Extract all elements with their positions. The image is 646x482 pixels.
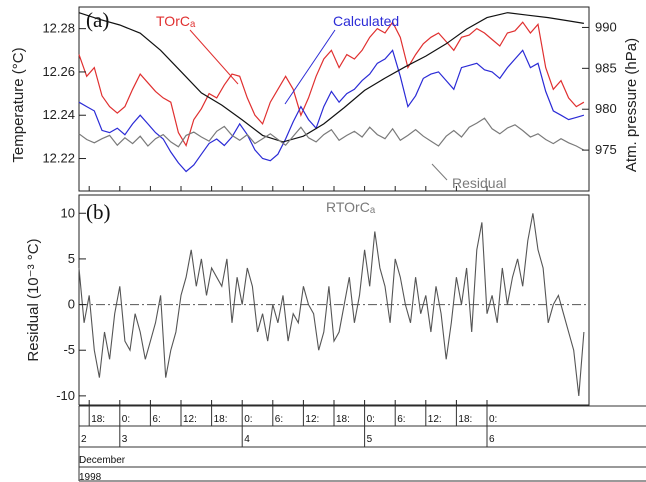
time-axis-day-labels: 2 3 4 5 6 [81, 434, 495, 445]
hour-label: 18: [336, 414, 350, 425]
panel-b-tag: (b) [86, 200, 111, 224]
annotation-calculated: Calculated [333, 13, 399, 29]
series-atm-pressure [78, 12, 584, 143]
hour-label: 0: [489, 414, 497, 425]
annotation-torc-leader [189, 29, 239, 85]
y-tick-label: 12.26 [42, 64, 75, 79]
series-rtorc [78, 213, 585, 396]
y2-tick-label: 975 [595, 142, 617, 157]
panel-b-series [78, 213, 585, 396]
y-tick-label: 0 [68, 297, 75, 312]
annotation-residual: Residual [452, 175, 506, 191]
day-label: 2 [81, 434, 87, 445]
y2-tick-label: 980 [595, 101, 617, 116]
day-label: 3 [122, 434, 128, 445]
panel-b-title: RTOrCₐ [326, 199, 376, 215]
time-axis: 18: 0: 6: 12: 18: 0: 6: 12: 18: 0: 6: 12: 18: 0: 2 3 4 5… [78, 405, 646, 482]
panel-a-ylabel: Temperature (°C) [10, 47, 27, 162]
panel-b-frame [78, 194, 590, 406]
y-tick-label: 10 [61, 205, 75, 220]
series-calculated [78, 49, 585, 173]
y-tick-label: 12.24 [42, 107, 75, 122]
panel-a-ticks: 12.22 12.24 12.26 12.28 975 980 985 990 [42, 19, 617, 191]
panel-a-frame [78, 6, 590, 192]
series-residual [78, 117, 585, 151]
hour-label: 18: [91, 414, 105, 425]
panel-a: 12.22 12.24 12.26 12.28 975 980 985 990 (a) Tem… [10, 6, 640, 192]
panel-a-y2label: Atm. pressure (hPa) [623, 38, 640, 172]
time-axis-hour-labels: 18: 0: 6: 12: 18: 0: 6: 12: 18: 0: 6: 12: 18: 0: [91, 414, 497, 425]
day-label: 6 [489, 434, 495, 445]
y2-tick-label: 990 [595, 19, 617, 34]
hour-label: 0: [367, 414, 375, 425]
time-axis-month: December [79, 455, 126, 466]
time-axis-grid [78, 405, 646, 482]
hour-label: 18: [214, 414, 228, 425]
panel-a-tag: (a) [86, 8, 109, 32]
annotation-residual-leader [431, 163, 448, 181]
panel-b: -10 -5 0 5 10 (b) RTOrCₐ Residual (10⁻³ °C) [25, 194, 590, 406]
y-tick-label: -5 [63, 342, 75, 357]
hour-label: 6: [152, 414, 160, 425]
y-tick-label: 5 [68, 251, 75, 266]
hour-label: 18: [458, 414, 472, 425]
hour-label: 6: [275, 414, 283, 425]
hour-label: 6: [397, 414, 405, 425]
hour-label: 0: [244, 414, 252, 425]
y-tick-label: 12.28 [42, 21, 75, 36]
hour-label: 0: [122, 414, 130, 425]
panel-b-ticks: -10 -5 0 5 10 [56, 205, 488, 405]
panel-a-series [78, 12, 585, 173]
y-tick-label: -10 [56, 388, 75, 403]
annotation-torc: TOrCₐ [156, 13, 196, 29]
panel-b-ylabel: Residual (10⁻³ °C) [25, 238, 42, 361]
hour-label: 12: [428, 414, 442, 425]
series-torc [78, 21, 585, 147]
hour-label: 12: [183, 414, 197, 425]
hour-label: 12: [305, 414, 319, 425]
day-label: 4 [244, 434, 250, 445]
time-axis-year: 1998 [79, 472, 102, 482]
y2-tick-label: 985 [595, 60, 617, 75]
day-label: 5 [367, 434, 373, 445]
y-tick-label: 12.22 [42, 151, 75, 166]
annotation-calculated-leader [284, 29, 336, 105]
